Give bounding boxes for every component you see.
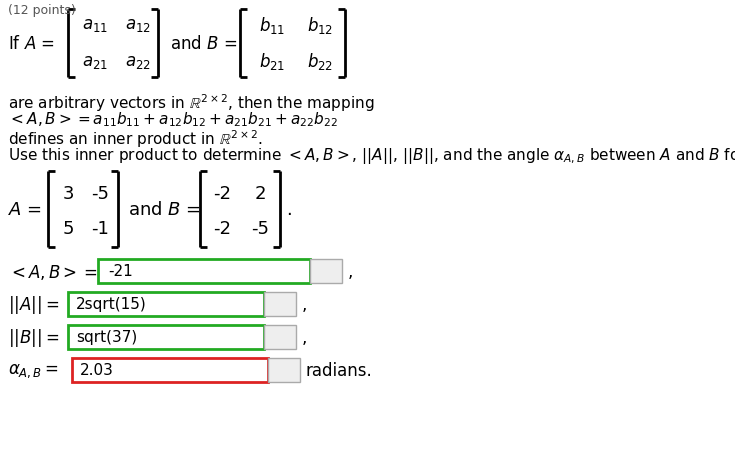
Text: -5: -5 [251, 220, 269, 238]
Text: Use this inner product to determine $< A, B >$, $||A||$, $||B||$, and the angle : Use this inner product to determine $< A… [8, 146, 735, 166]
Text: 2.03: 2.03 [80, 363, 114, 377]
Text: -2: -2 [213, 184, 231, 202]
FancyBboxPatch shape [264, 292, 296, 316]
Text: $b_{21}$: $b_{21}$ [259, 51, 285, 72]
Text: ,: , [348, 262, 354, 281]
Text: $b_{12}$: $b_{12}$ [307, 14, 333, 36]
Text: 5: 5 [62, 220, 74, 238]
Text: -2: -2 [213, 220, 231, 238]
FancyBboxPatch shape [310, 259, 342, 283]
Text: and $B$ =: and $B$ = [170, 35, 237, 53]
Text: $\alpha_{A,B} =$: $\alpha_{A,B} =$ [8, 361, 59, 379]
FancyBboxPatch shape [98, 259, 310, 283]
Text: $b_{22}$: $b_{22}$ [307, 51, 333, 72]
FancyBboxPatch shape [68, 325, 264, 349]
Text: .: . [286, 201, 292, 219]
FancyBboxPatch shape [68, 292, 264, 316]
Text: 3: 3 [62, 184, 74, 202]
Text: (12 points): (12 points) [8, 4, 76, 17]
Text: $a_{21}$: $a_{21}$ [82, 53, 108, 71]
Text: $b_{11}$: $b_{11}$ [259, 14, 285, 36]
Text: $a_{12}$: $a_{12}$ [125, 16, 151, 34]
FancyBboxPatch shape [264, 325, 296, 349]
Text: $< A, B >= a_{11}b_{11} + a_{12}b_{12} + a_{21}b_{21} + a_{22}b_{22}$: $< A, B >= a_{11}b_{11} + a_{12}b_{12} +… [8, 110, 338, 129]
Text: $a_{11}$: $a_{11}$ [82, 16, 108, 34]
Text: $A$ =: $A$ = [8, 201, 42, 219]
Text: -21: -21 [108, 264, 133, 279]
Text: $a_{22}$: $a_{22}$ [125, 53, 151, 71]
Text: are arbitrary vectors in $\mathbb{R}^{2\times 2}$, then the mapping: are arbitrary vectors in $\mathbb{R}^{2\… [8, 92, 374, 114]
Text: -1: -1 [91, 220, 109, 238]
FancyBboxPatch shape [72, 358, 268, 382]
Text: $< A, B >=$: $< A, B >=$ [8, 262, 98, 281]
Text: $||B|| =$: $||B|| =$ [8, 326, 60, 348]
Text: sqrt(37): sqrt(37) [76, 330, 137, 345]
Text: -5: -5 [91, 184, 109, 202]
Text: 2: 2 [254, 184, 266, 202]
Text: ,: , [302, 328, 307, 346]
Text: If $A$ =: If $A$ = [8, 35, 55, 53]
Text: $||A|| =$: $||A|| =$ [8, 293, 59, 315]
Text: defines an inner product in $\mathbb{R}^{2\times 2}$.: defines an inner product in $\mathbb{R}^… [8, 128, 262, 149]
Text: ,: , [302, 295, 307, 313]
Text: and $B$ =: and $B$ = [128, 201, 201, 219]
Text: 2sqrt(15): 2sqrt(15) [76, 297, 147, 312]
Text: radians.: radians. [306, 361, 373, 379]
FancyBboxPatch shape [268, 358, 300, 382]
